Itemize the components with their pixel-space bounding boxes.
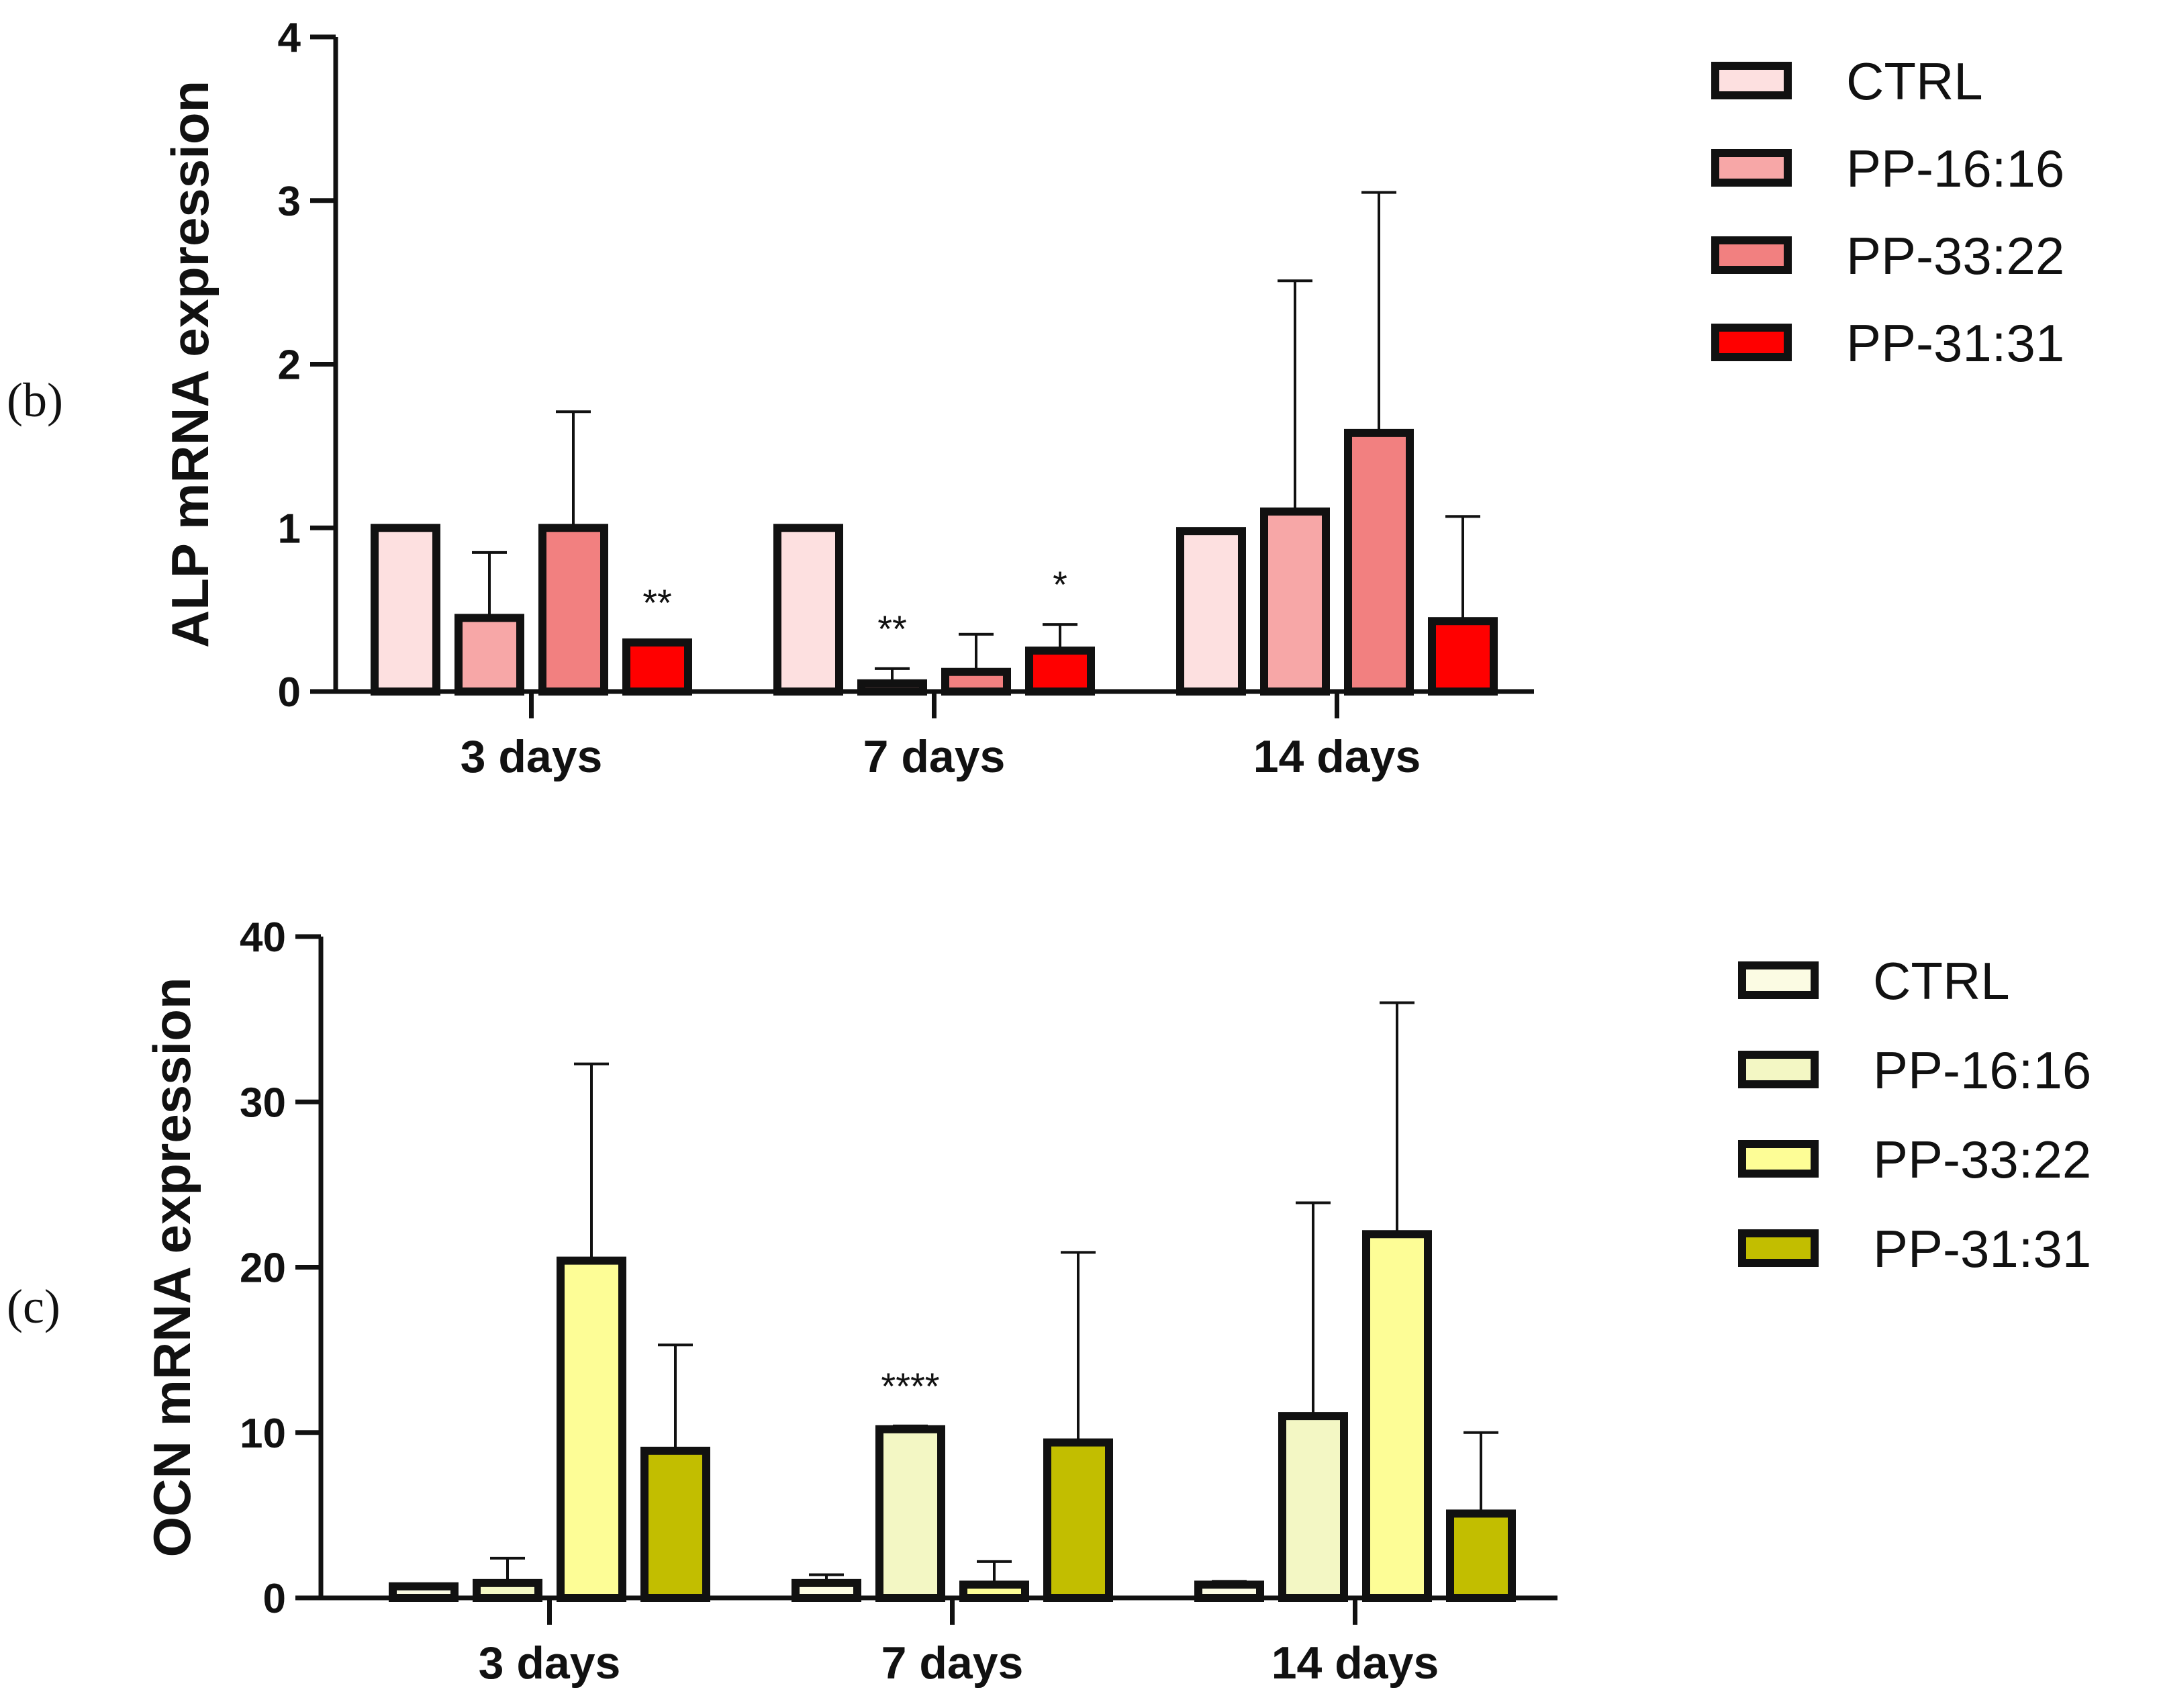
legend-swatch	[1738, 1051, 1819, 1088]
legend-swatch	[1711, 149, 1792, 187]
legend-label: PP-31:31	[1873, 1219, 2091, 1278]
bar	[1278, 1412, 1348, 1602]
panel-label: (c)	[7, 1280, 60, 1333]
significance-marker: *	[1053, 563, 1067, 606]
y-tick-label: 0	[263, 1576, 286, 1622]
bar	[389, 1582, 459, 1602]
chart-ocn: (c) OCN mRNA expression 0 10 20 30 40 3 days 7 d…	[7, 914, 2091, 1689]
legend-label: PP-16:16	[1873, 1041, 2091, 1100]
y-axis-label: OCN mRNA expression	[142, 978, 201, 1558]
legend-swatch	[1738, 1140, 1819, 1178]
bar	[1428, 617, 1498, 696]
bar	[1043, 1438, 1113, 1602]
bar	[1446, 1509, 1516, 1603]
bar	[941, 667, 1011, 696]
bar	[1260, 507, 1330, 696]
x-category-label: 3 days	[479, 1638, 621, 1689]
legend-label: PP-16:16	[1846, 139, 2064, 198]
x-category-label: 14 days	[1272, 1638, 1439, 1689]
bar	[959, 1580, 1029, 1603]
y-tick-label: 40	[240, 914, 286, 961]
bar	[857, 679, 927, 696]
x-category-label: 14 days	[1253, 731, 1421, 782]
significance-marker: **	[877, 608, 907, 650]
bar	[1344, 428, 1414, 696]
significance-marker: **	[642, 581, 672, 624]
bar	[1176, 527, 1246, 696]
legend-label: PP-33:22	[1873, 1130, 2091, 1189]
legend-swatch	[1711, 236, 1792, 274]
bar	[538, 524, 608, 696]
y-tick-label: 30	[240, 1080, 286, 1126]
bar	[622, 638, 692, 696]
bar	[473, 1578, 542, 1602]
legend-label: CTRL	[1873, 951, 2010, 1010]
bar	[1025, 647, 1095, 696]
y-tick-label: 2	[278, 342, 301, 389]
bar	[454, 614, 524, 696]
legend-label: CTRL	[1846, 52, 1983, 111]
bar	[791, 1578, 861, 1602]
bar	[1194, 1580, 1264, 1603]
bar	[875, 1425, 945, 1602]
x-category-label: 3 days	[461, 731, 603, 782]
legend-label: PP-33:22	[1846, 226, 2064, 285]
x-category-label: 7 days	[863, 731, 1006, 782]
bar	[773, 524, 843, 696]
legend-label: PP-31:31	[1846, 314, 2064, 373]
x-category-label: 7 days	[881, 1638, 1024, 1689]
bar	[1362, 1230, 1432, 1602]
legend-swatch	[1738, 961, 1819, 999]
legend-swatch	[1711, 62, 1792, 99]
legend-swatch	[1738, 1229, 1819, 1267]
y-tick-label: 1	[278, 506, 301, 552]
legend-swatch	[1711, 324, 1792, 361]
y-tick-label: 20	[240, 1245, 286, 1292]
bar	[371, 524, 440, 696]
significance-marker: ****	[881, 1365, 939, 1407]
bar	[640, 1446, 710, 1602]
y-tick-label: 0	[278, 669, 301, 716]
panel-label: (b)	[7, 373, 63, 427]
y-axis-label: ALP mRNA expression	[160, 81, 220, 648]
y-tick-label: 3	[278, 179, 301, 225]
y-tick-label: 10	[240, 1411, 286, 1457]
chart-alp: (b) ALP mRNA expression 0 1 2 3 4 3 days 7 days 1…	[7, 15, 2064, 782]
bar	[557, 1256, 626, 1603]
y-tick-label: 4	[278, 15, 301, 61]
